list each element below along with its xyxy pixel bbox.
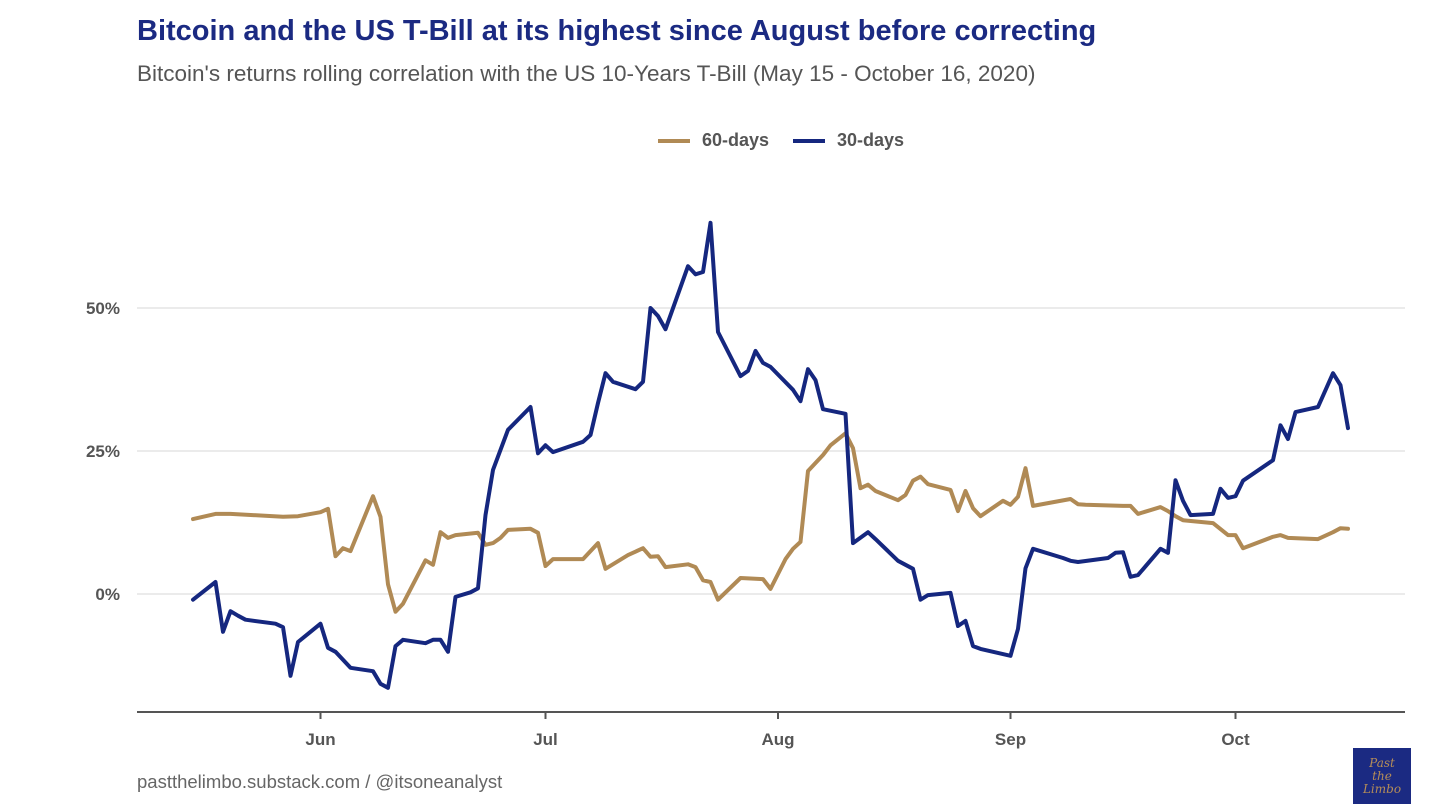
legend-item-60-days: 60-days [657,130,769,151]
legend: 60-days 30-days [0,130,1456,151]
x-tick-label: Sep [995,730,1026,749]
series-line-30-days [191,220,1350,690]
chart-title: Bitcoin and the US T-Bill at its highest… [137,15,1097,47]
x-tick-label: Aug [761,730,794,749]
x-tick-label: Jun [305,730,335,749]
past-the-limbo-logo: Past the Limbo [1353,748,1411,804]
source-credit: pastthelimbo.substack.com / @itsoneanaly… [137,771,503,792]
y-tick-label: 0% [95,585,120,604]
legend-label: 30-days [837,130,905,150]
legend-label: 60-days [701,130,769,150]
legend-swatch-60-days [657,138,690,143]
legend-item-30-days: 30-days [793,130,904,151]
y-tick-label: 50% [86,299,120,318]
x-tick-label: Jul [533,730,558,749]
series-line-60-days [191,431,1350,614]
chart-subtitle: Bitcoin's returns rolling correlation wi… [137,61,1036,86]
y-tick-label: 25% [86,442,120,461]
legend-swatch-30-days [793,138,825,143]
x-tick-label: Oct [1221,730,1250,749]
